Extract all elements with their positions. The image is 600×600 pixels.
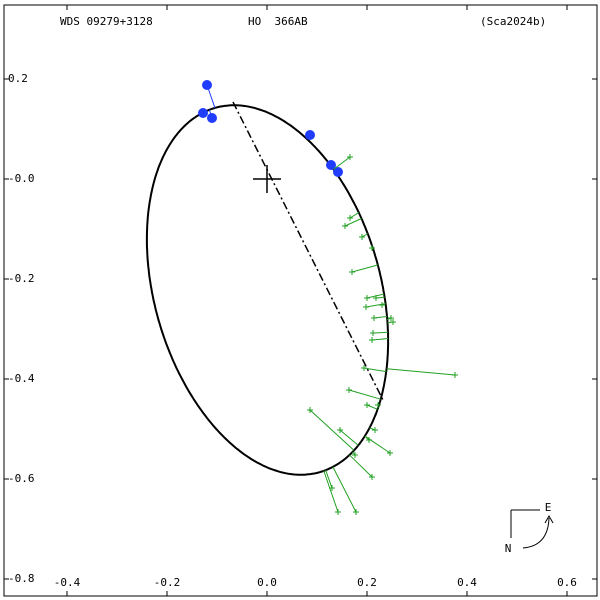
- observation-dot: [305, 130, 315, 140]
- observation-cross: [359, 234, 365, 240]
- observation-cross: [388, 315, 394, 321]
- observation-cross: [346, 387, 352, 393]
- observation-cross: [335, 509, 341, 515]
- observation-dot: [202, 80, 212, 90]
- reference: (Sca2024b): [480, 15, 546, 28]
- observation-cross: [371, 315, 377, 321]
- observation-cross: [364, 295, 370, 301]
- observation-cross: [369, 337, 375, 343]
- observation-cross: [387, 450, 393, 456]
- y-tick-label: -0.2: [8, 272, 35, 285]
- x-tick-label: 0.2: [357, 576, 377, 589]
- y-tick-label: 0.2: [8, 72, 28, 85]
- observation-cross: [452, 372, 458, 378]
- observation-cross: [307, 407, 313, 413]
- x-tick-label: 0.0: [257, 576, 277, 589]
- line-of-nodes: [232, 101, 384, 401]
- observation-cross: [364, 402, 370, 408]
- observation-cross: [342, 223, 348, 229]
- orbit-ellipse: [145, 104, 390, 476]
- residual-line: [332, 466, 357, 513]
- observation-cross: [347, 215, 353, 221]
- observation-cross: [363, 304, 369, 310]
- residual-line: [351, 264, 378, 273]
- observation-cross: [352, 452, 358, 458]
- residual-line: [366, 404, 378, 410]
- residual-line: [323, 470, 339, 513]
- observation-cross: [337, 427, 343, 433]
- residual-line: [325, 470, 333, 489]
- compass-arrow: [522, 517, 550, 549]
- observation-dot: [207, 113, 217, 123]
- observation-cross: [370, 330, 376, 336]
- residual-line: [364, 435, 391, 454]
- residual-line: [333, 156, 351, 170]
- observation-cross: [372, 427, 378, 433]
- observation-cross: [390, 319, 396, 325]
- compass-arrowhead: [544, 514, 554, 524]
- observation-cross: [361, 365, 367, 371]
- x-tick-label: 0.4: [457, 576, 477, 589]
- y-tick-label: -0.0: [8, 172, 35, 185]
- residual-line: [349, 212, 360, 219]
- residual-line: [361, 233, 368, 238]
- observation-cross: [373, 295, 379, 301]
- plot-frame: [3, 4, 598, 597]
- x-tick-label: 0.6: [557, 576, 577, 589]
- observation-cross: [349, 269, 355, 275]
- residual-line: [348, 389, 381, 400]
- observation-cross: [347, 154, 353, 160]
- residual-line: [339, 429, 359, 446]
- compass-east: E: [545, 501, 552, 514]
- observation-cross: [369, 245, 375, 251]
- x-tick-label: -0.2: [154, 576, 181, 589]
- observation-cross: [379, 302, 385, 308]
- compass-north: N: [505, 542, 512, 555]
- residual-line: [363, 367, 387, 373]
- residual-line: [386, 368, 456, 376]
- observation-cross: [375, 402, 381, 408]
- y-tick-label: -0.4: [8, 372, 35, 385]
- chart-title: WDS 09279+3128: [60, 15, 153, 28]
- residual-line: [309, 409, 355, 451]
- compass: E N: [505, 501, 554, 555]
- y-tick-label: -0.6: [8, 472, 35, 485]
- observation-cross: [353, 509, 359, 515]
- residual-line: [344, 218, 362, 227]
- residual-line: [349, 454, 373, 478]
- chart-subtitle: HO 366AB: [248, 15, 308, 28]
- observation-dot: [198, 108, 208, 118]
- observation-cross: [369, 474, 375, 480]
- observation-dot: [326, 160, 336, 170]
- x-tick-label: -0.4: [54, 576, 81, 589]
- y-tick-label: -0.8: [8, 572, 35, 585]
- observation-dot: [333, 167, 343, 177]
